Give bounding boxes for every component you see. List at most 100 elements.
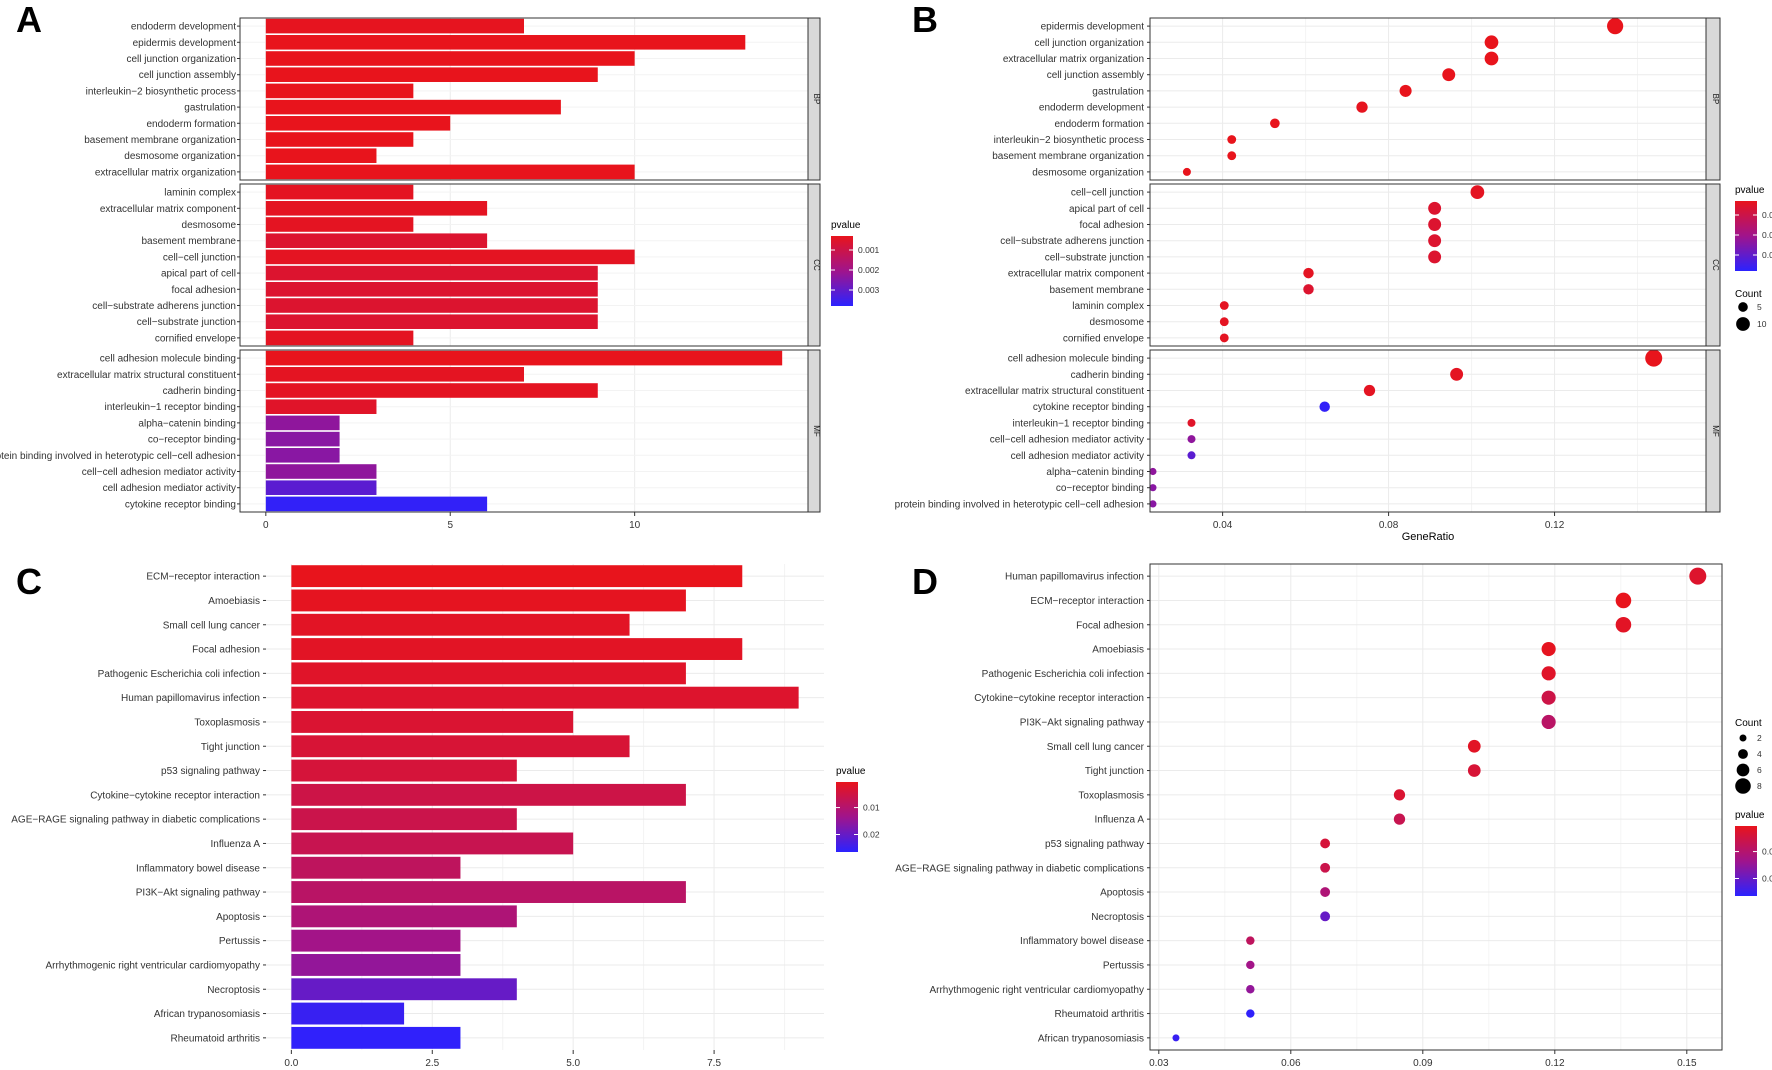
bar-toxoplasmosis xyxy=(291,711,574,733)
facet-strip-label: CC xyxy=(1711,259,1720,271)
category-label: Necroptosis xyxy=(1091,912,1144,923)
bar-protein-binding-involved-in-heterotypic-cell-cell-adhesion xyxy=(265,448,340,463)
category-label: Amoebiasis xyxy=(208,596,260,607)
pvalue-colorbar xyxy=(1735,826,1757,896)
category-label: endoderm formation xyxy=(147,119,237,130)
bar-cell-cell-adhesion-mediator-activity xyxy=(265,464,377,479)
category-label: Pathogenic Escherichia coli infection xyxy=(982,669,1144,680)
colorbar-tick-label: 0.002 xyxy=(1762,230,1772,240)
legend-title-pvalue: pvalue xyxy=(1735,185,1765,196)
dot-desmosome-organization xyxy=(1182,167,1191,176)
dot-apoptosis xyxy=(1320,887,1331,897)
dot-focal-adhesion xyxy=(1615,616,1632,633)
bar-basement-membrane xyxy=(265,233,488,248)
dot-ecm-receptor-interaction xyxy=(1615,592,1632,609)
x-tick-label: 5.0 xyxy=(566,1058,580,1069)
bar-cadherin-binding xyxy=(265,383,598,398)
category-label: extracellular matrix organization xyxy=(95,167,236,178)
category-label: interleukin−2 biosynthetic process xyxy=(86,86,236,97)
category-label: cell−substrate adherens junction xyxy=(1000,236,1144,247)
bar-small-cell-lung-cancer xyxy=(291,613,630,636)
colorbar-tick-label: 0.003 xyxy=(858,285,880,295)
colorbar-tick-label: 0.001 xyxy=(1762,210,1772,220)
category-label: Small cell lung cancer xyxy=(1047,742,1145,753)
category-label: Cytokine−cytokine receptor interaction xyxy=(90,790,260,801)
dot-interleukin-2-biosynthetic-process xyxy=(1227,135,1237,144)
category-label: Small cell lung cancer xyxy=(163,620,261,631)
category-label: alpha−catenin binding xyxy=(1046,467,1144,478)
size-legend-dot xyxy=(1738,302,1748,312)
category-label: interleukin−1 receptor binding xyxy=(1013,418,1144,429)
category-label: cell junction assembly xyxy=(139,70,236,81)
category-label: cornified envelope xyxy=(1063,333,1145,344)
category-label: Toxoplasmosis xyxy=(1078,790,1144,801)
facet-strip-label: MF xyxy=(1711,425,1720,437)
dot-tight-junction xyxy=(1467,764,1481,777)
size-legend-label: 6 xyxy=(1757,765,1762,775)
category-label: p53 signaling pathway xyxy=(1045,839,1144,850)
bar-amoebiasis xyxy=(291,589,686,612)
x-axis-title: GeneRatio xyxy=(1402,531,1455,543)
x-tick-label: 0.09 xyxy=(1413,1058,1433,1069)
category-label: basement membrane organization xyxy=(992,151,1144,162)
category-label: extracellular matrix component xyxy=(1008,269,1144,280)
category-label: cadherin binding xyxy=(163,386,236,397)
x-tick-label: 0.03 xyxy=(1149,1058,1169,1069)
category-label: desmosome xyxy=(1090,317,1145,328)
category-label: desmosome organization xyxy=(124,151,236,162)
bar-inflammatory-bowel-disease xyxy=(291,856,461,879)
category-label: Rheumatoid arthritis xyxy=(1055,1009,1144,1020)
dot-co-receptor-binding xyxy=(1149,484,1157,492)
x-tick-label: 2.5 xyxy=(425,1058,439,1069)
dot-cell-substrate-junction xyxy=(1428,250,1442,264)
dot-p53-signaling-pathway xyxy=(1320,838,1331,849)
bar-interleukin-2-biosynthetic-process xyxy=(265,83,414,99)
bar-cell-substrate-junction xyxy=(265,314,598,329)
bar-cell-adhesion-mediator-activity xyxy=(265,480,377,495)
bar-necroptosis xyxy=(291,978,517,1001)
category-label: cadherin binding xyxy=(1071,370,1144,381)
dot-small-cell-lung-cancer xyxy=(1467,739,1481,753)
bar-pertussis xyxy=(291,929,461,952)
bar-endoderm-development xyxy=(265,18,524,34)
x-tick-label: 0.0 xyxy=(284,1058,298,1069)
legend-title-pvalue: pvalue xyxy=(1735,810,1765,821)
category-label: Influenza A xyxy=(1095,815,1145,826)
dot-laminin-complex xyxy=(1219,301,1229,310)
dot-cytokine-receptor-binding xyxy=(1319,401,1330,412)
bar-cell-junction-organization xyxy=(265,51,635,66)
bar-basement-membrane-organization xyxy=(265,132,414,147)
category-label: Apoptosis xyxy=(216,912,260,923)
dot-alpha-catenin-binding xyxy=(1149,467,1157,476)
category-label: epidermis development xyxy=(1041,22,1145,33)
bar-apical-part-of-cell xyxy=(265,265,598,281)
category-label: cell junction organization xyxy=(1034,38,1144,49)
category-label: apical part of cell xyxy=(161,269,236,280)
category-label: cell adhesion mediator activity xyxy=(103,483,236,494)
bar-arrhythmogenic-right-ventricular-cardiomyopathy xyxy=(291,954,461,976)
category-label: ECM−receptor interaction xyxy=(146,572,260,583)
bar-cytokine-cytokine-receptor-interaction xyxy=(291,783,686,806)
bar-cytokine-receptor-binding xyxy=(265,496,488,512)
bar-laminin-complex xyxy=(265,184,414,200)
category-label: Inflammatory bowel disease xyxy=(136,863,260,874)
x-tick-label: 0.12 xyxy=(1545,520,1565,531)
colorbar-tick-label: 0.01 xyxy=(863,803,880,813)
category-label: cell adhesion molecule binding xyxy=(1008,354,1144,365)
category-label: basement membrane xyxy=(142,236,237,247)
colorbar-tick-label: 0.002 xyxy=(858,265,880,275)
category-label: Human papillomavirus infection xyxy=(121,693,260,704)
dot-protein-binding-involved-in-heterotypic-cell-cell-adhesion xyxy=(1149,500,1157,508)
category-label: cell−substrate adherens junction xyxy=(92,301,236,312)
category-label: epidermis development xyxy=(133,38,237,49)
plot-border xyxy=(1149,563,1723,1051)
category-label: Toxoplasmosis xyxy=(194,717,260,728)
dot-pathogenic-escherichia-coli-infection xyxy=(1541,666,1556,681)
bar-cell-adhesion-molecule-binding xyxy=(265,350,783,366)
bar-desmosome xyxy=(265,217,414,232)
x-tick-label: 7.5 xyxy=(707,1058,721,1069)
dot-pertussis xyxy=(1246,960,1255,970)
colorbar-tick-label: 0.02 xyxy=(1762,874,1772,884)
category-label: endoderm development xyxy=(131,22,236,33)
category-label: Inflammatory bowel disease xyxy=(1020,936,1144,947)
